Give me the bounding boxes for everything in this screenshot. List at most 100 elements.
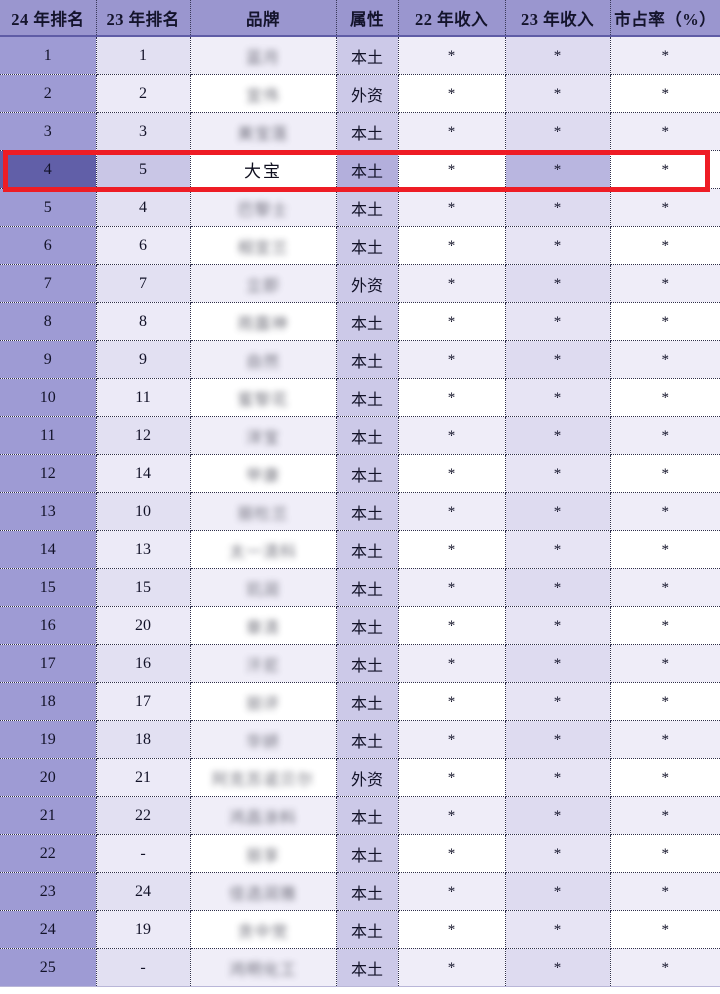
cell-brand[interactable]: 立即	[190, 264, 337, 303]
cell-market-share[interactable]: *	[610, 188, 720, 227]
cell-rank24[interactable]: 11	[0, 416, 97, 455]
cell-brand[interactable]: 洋宝	[190, 416, 337, 455]
cell-brand[interactable]: 佳选润雅	[190, 872, 337, 911]
cell-rank24[interactable]: 12	[0, 454, 97, 493]
cell-revenue22[interactable]: *	[398, 454, 506, 493]
cell-rank24[interactable]: 16	[0, 606, 97, 645]
cell-revenue23[interactable]: *	[505, 150, 611, 189]
table-row[interactable]: 20 21 阿克苏诺贝尔 外资 * * *	[0, 758, 720, 797]
cell-revenue23[interactable]: *	[505, 492, 611, 531]
cell-rank23[interactable]: 22	[96, 796, 191, 835]
cell-attribute[interactable]: 本土	[336, 948, 399, 987]
cell-rank23[interactable]: 1	[96, 36, 191, 75]
cell-rank24[interactable]: 22	[0, 834, 97, 873]
cell-revenue23[interactable]: *	[505, 264, 611, 303]
cell-brand[interactable]: 蜜黎花	[190, 378, 337, 417]
cell-rank24[interactable]: 18	[0, 682, 97, 721]
cell-rank23[interactable]: 3	[96, 112, 191, 151]
cell-attribute[interactable]: 本土	[336, 340, 399, 379]
cell-attribute[interactable]: 本土	[336, 226, 399, 265]
cell-rank23[interactable]: 20	[96, 606, 191, 645]
cell-brand[interactable]: 甲康	[190, 454, 337, 493]
cell-revenue23[interactable]: *	[505, 720, 611, 759]
cell-rank24[interactable]: 13	[0, 492, 97, 531]
cell-rank24[interactable]: 5	[0, 188, 97, 227]
cell-revenue23[interactable]: *	[505, 530, 611, 569]
cell-market-share[interactable]: *	[610, 796, 720, 835]
cell-revenue23[interactable]: *	[505, 74, 611, 113]
table-row[interactable]: 21 22 鸿昌涂料 本土 * * *	[0, 796, 720, 835]
cell-rank23[interactable]: 15	[96, 568, 191, 607]
table-row[interactable]: 9 9 自然 本土 * * *	[0, 340, 720, 379]
cell-brand[interactable]: 华妍	[190, 720, 337, 759]
cell-revenue23[interactable]: *	[505, 910, 611, 949]
cell-revenue22[interactable]: *	[398, 644, 506, 683]
cell-revenue22[interactable]: *	[398, 530, 506, 569]
cell-rank23[interactable]: 9	[96, 340, 191, 379]
cell-revenue22[interactable]: *	[398, 720, 506, 759]
table-row[interactable]: 12 14 甲康 本土 * * *	[0, 454, 720, 493]
cell-rank24[interactable]: 24	[0, 910, 97, 949]
cell-attribute[interactable]: 本土	[336, 682, 399, 721]
cell-market-share[interactable]: *	[610, 644, 720, 683]
cell-revenue22[interactable]: *	[398, 36, 506, 75]
table-row[interactable]: 16 20 章清 本土 * * *	[0, 606, 720, 645]
cell-rank23[interactable]: 16	[96, 644, 191, 683]
cell-revenue23[interactable]: *	[505, 188, 611, 227]
cell-rank24[interactable]: 20	[0, 758, 97, 797]
column-header-revenue22[interactable]: 22 年收入	[398, 0, 506, 37]
cell-brand[interactable]: 鸿明化工	[190, 948, 337, 987]
cell-rank24[interactable]: 10	[0, 378, 97, 417]
cell-rank24[interactable]: 3	[0, 112, 97, 151]
cell-attribute[interactable]: 本土	[336, 606, 399, 645]
cell-brand[interactable]: 玑润	[190, 568, 337, 607]
cell-rank23[interactable]: 13	[96, 530, 191, 569]
cell-revenue22[interactable]: *	[398, 150, 506, 189]
cell-brand[interactable]: 大宝	[190, 150, 337, 189]
cell-brand[interactable]: 自然	[190, 340, 337, 379]
cell-revenue22[interactable]: *	[398, 74, 506, 113]
table-row[interactable]: 19 18 华妍 本土 * * *	[0, 720, 720, 759]
cell-revenue22[interactable]: *	[398, 682, 506, 721]
table-row[interactable]: 10 11 蜜黎花 本土 * * *	[0, 378, 720, 417]
cell-brand[interactable]: 丽评	[190, 682, 337, 721]
cell-rank24[interactable]: 7	[0, 264, 97, 303]
cell-revenue22[interactable]: *	[398, 416, 506, 455]
cell-market-share[interactable]: *	[610, 758, 720, 797]
cell-revenue22[interactable]: *	[398, 492, 506, 531]
cell-revenue22[interactable]: *	[398, 264, 506, 303]
column-header-market-share[interactable]: 市占率（%）	[610, 0, 720, 37]
cell-attribute[interactable]: 本土	[336, 910, 399, 949]
cell-brand[interactable]: 蓝月	[190, 36, 337, 75]
cell-revenue23[interactable]: *	[505, 606, 611, 645]
cell-brand[interactable]: 阿克苏诺贝尔	[190, 758, 337, 797]
table-row[interactable]: 13 10 丽杜兰 本土 * * *	[0, 492, 720, 531]
cell-revenue22[interactable]: *	[398, 948, 506, 987]
table-row[interactable]: 14 13 太一清科 本土 * * *	[0, 530, 720, 569]
cell-brand[interactable]: 贪中党	[190, 910, 337, 949]
cell-market-share[interactable]: *	[610, 416, 720, 455]
cell-attribute[interactable]: 本土	[336, 644, 399, 683]
cell-brand[interactable]: 巴黎士	[190, 188, 337, 227]
cell-rank24[interactable]: 14	[0, 530, 97, 569]
cell-market-share[interactable]: *	[610, 606, 720, 645]
cell-rank23[interactable]: 17	[96, 682, 191, 721]
cell-revenue22[interactable]: *	[398, 758, 506, 797]
cell-market-share[interactable]: *	[610, 682, 720, 721]
cell-revenue22[interactable]: *	[398, 910, 506, 949]
cell-rank24[interactable]: 4	[0, 150, 97, 189]
cell-rank23[interactable]: -	[96, 834, 191, 873]
cell-revenue22[interactable]: *	[398, 302, 506, 341]
cell-revenue23[interactable]: *	[505, 340, 611, 379]
cell-rank23[interactable]: 2	[96, 74, 191, 113]
cell-attribute[interactable]: 本土	[336, 454, 399, 493]
cell-attribute[interactable]: 本土	[336, 416, 399, 455]
cell-market-share[interactable]: *	[610, 150, 720, 189]
cell-brand[interactable]: 宜伟	[190, 74, 337, 113]
cell-rank24[interactable]: 8	[0, 302, 97, 341]
cell-attribute[interactable]: 本土	[336, 568, 399, 607]
cell-market-share[interactable]: *	[610, 302, 720, 341]
cell-rank24[interactable]: 6	[0, 226, 97, 265]
cell-market-share[interactable]: *	[610, 112, 720, 151]
cell-revenue23[interactable]: *	[505, 834, 611, 873]
